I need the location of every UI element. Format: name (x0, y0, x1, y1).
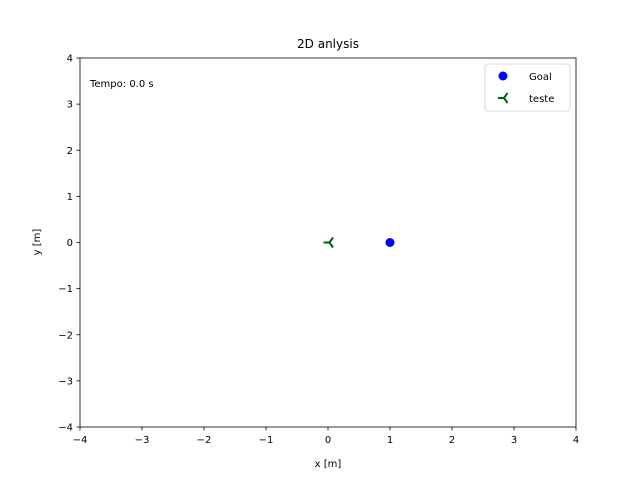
legend-teste-label: teste (529, 94, 554, 105)
y-tick-label: 3 (67, 100, 73, 111)
x-tick-label: 0 (325, 435, 331, 446)
legend: Goal teste (484, 63, 571, 112)
y-tick-label: 4 (67, 54, 73, 65)
teste-point (323, 236, 334, 249)
x-tick-label: −1 (259, 435, 274, 446)
x-tick-label: 2 (449, 435, 455, 446)
y-tick-label: −2 (58, 330, 73, 341)
legend-goal-marker (498, 71, 508, 81)
y-tick-label: −4 (58, 423, 73, 434)
x-tick-label: −3 (135, 435, 150, 446)
legend-goal-label: Goal (529, 72, 552, 83)
legend-frame (484, 63, 571, 112)
goal-point (385, 238, 395, 247)
x-tick-label: 3 (511, 435, 517, 446)
time-annotation: Tempo: 0.0 s (89, 79, 154, 90)
x-tick-label: −2 (197, 435, 212, 446)
chart-title: 2D anlysis (297, 37, 359, 51)
y-tick-label: −3 (58, 376, 73, 387)
x-axis-label: x [m] (315, 459, 342, 470)
y-tick-label: 1 (67, 192, 73, 203)
marks (323, 236, 395, 249)
y-tick-label: 2 (67, 146, 73, 157)
axes-frame (79, 57, 577, 428)
legend-teste-marker (498, 92, 509, 104)
x-tick-label: 4 (573, 435, 579, 446)
y-tick-label: −1 (58, 284, 73, 295)
x-tick-label: 1 (387, 435, 393, 446)
y-axis-label: y [m] (32, 229, 43, 256)
x-tick-label: −4 (73, 435, 88, 446)
ticks: −4 −3 −2 −1 0 1 2 3 4 −4 −3 −2 −1 0 1 2 3 4 (58, 54, 579, 447)
y-tick-label: 0 (67, 238, 73, 249)
